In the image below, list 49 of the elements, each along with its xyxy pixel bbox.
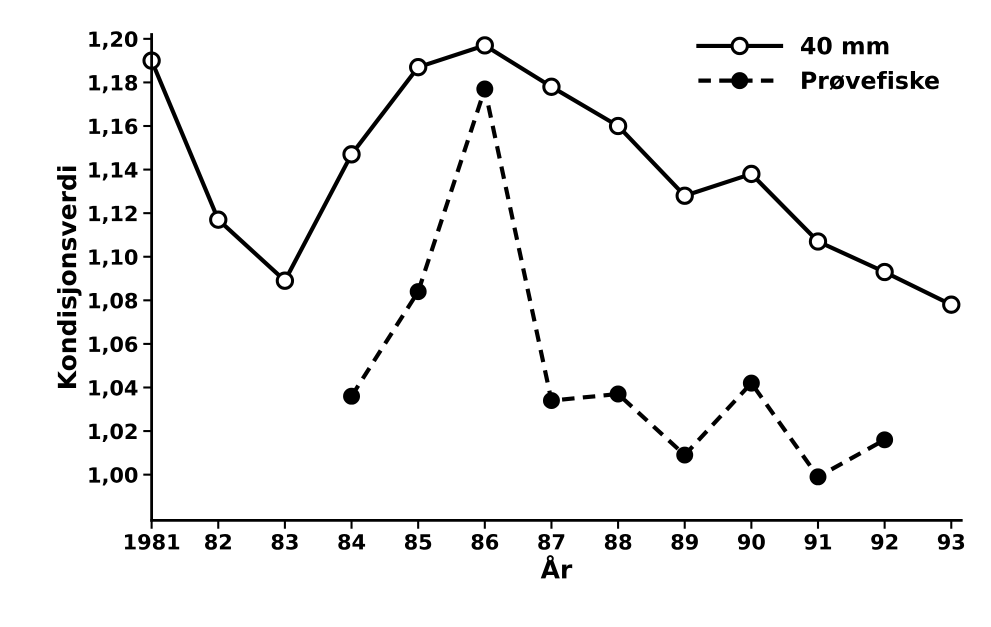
point [676,446,694,464]
point [808,232,828,251]
x-tick-label: 89 [672,534,698,550]
x-tick-label: 92 [871,534,898,550]
x-tick-label: 91 [804,534,832,550]
x-tick-label: 93 [938,534,964,550]
point [410,283,427,300]
point [876,431,894,448]
point [610,386,627,402]
x-axis-title: År [540,555,572,578]
x-tick-label: 86 [472,534,498,550]
x-tick-label: 87 [538,534,564,550]
y-tick-label: 1,14 [89,162,138,180]
point [742,164,761,184]
point [276,272,294,290]
x-tick-label: 88 [604,534,632,550]
legend-label: Prøvefiske [802,70,939,90]
point [343,388,360,405]
x-tick-label: 82 [205,534,231,550]
point [342,145,361,164]
point [542,392,560,410]
point [409,58,428,76]
point [209,210,228,229]
point [676,186,694,205]
y-tick-label: 1,12 [89,206,137,224]
point [542,78,561,96]
y-tick-label: 1,06 [89,336,138,355]
point [742,374,760,392]
y-tick-label: 1,10 [89,249,138,268]
point [476,80,494,98]
x-tick-label: 90 [738,534,765,550]
point [476,36,494,55]
y-tick-label: 1,04 [89,380,138,398]
y-tick-label: 1,16 [89,118,138,137]
x-tick-label: 1981 [124,534,180,550]
x-tick-label: 83 [272,534,298,550]
legend-label: 40 mm [800,36,888,55]
y-tick-label: 1,18 [89,74,138,94]
point [608,116,628,136]
y-axis-title: Kondisjonsverdi [57,166,82,388]
y-tick-label: 1,08 [89,292,138,312]
x-tick-label: 85 [404,534,432,550]
point [942,296,960,314]
y-tick-label: 1,02 [89,424,137,442]
point [875,262,894,282]
y-tick-label: 1,00 [89,467,138,486]
x-tick-label: 84 [338,534,366,550]
y-tick-label: 1,20 [89,31,138,50]
point [810,468,826,486]
